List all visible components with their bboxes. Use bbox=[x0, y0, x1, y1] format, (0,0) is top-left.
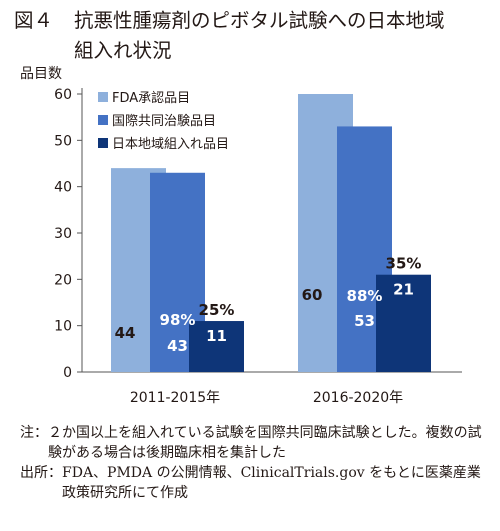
y-tick-label: 10 bbox=[54, 319, 72, 335]
data-label: 43 bbox=[167, 337, 188, 355]
y-tick-label: 60 bbox=[54, 87, 72, 103]
data-label-percent: 25% bbox=[199, 301, 235, 319]
data-label: 21 bbox=[393, 281, 414, 299]
source-label: 出所： bbox=[20, 465, 62, 481]
figure-title: 図４ 抗悪性腫瘍剤のピボタル試験への日本地域 組入れ状況 bbox=[14, 6, 490, 66]
y-tick-label: 30 bbox=[54, 226, 72, 242]
legend-swatch bbox=[98, 138, 108, 148]
data-label-percent: 88% bbox=[347, 287, 383, 305]
data-label: 44 bbox=[115, 324, 136, 342]
data-label: 53 bbox=[354, 312, 375, 330]
note: 注： ２か国以上を組入れている試験を国際共同臨床試験とした。複数の試験がある場合… bbox=[20, 423, 490, 463]
bar-3-1 bbox=[189, 321, 244, 372]
note-label: 注： bbox=[20, 425, 48, 441]
y-tick-label: 0 bbox=[63, 365, 72, 381]
y-tick-label: 40 bbox=[54, 180, 72, 196]
x-category-label: 2011-2015年 bbox=[130, 390, 220, 406]
data-label: 60 bbox=[302, 286, 323, 304]
data-label: 11 bbox=[206, 327, 227, 345]
note-text: ２か国以上を組入れている試験を国際共同臨床試験とした。複数の試験がある場合は後期… bbox=[48, 425, 482, 461]
legend-label: 国際共同治験品目 bbox=[112, 114, 216, 129]
y-tick-label: 20 bbox=[54, 272, 72, 288]
data-label-percent: 35% bbox=[386, 255, 422, 273]
legend-label: 日本地域組入れ品目 bbox=[112, 137, 229, 152]
x-category-label: 2016-2020年 bbox=[313, 390, 403, 406]
y-axis-title: 品目数 bbox=[20, 66, 62, 82]
source: 出所： FDA、PMDA の公開情報、ClinicalTrials.gov をも… bbox=[20, 463, 490, 503]
source-text: FDA、PMDA の公開情報、ClinicalTrials.gov をもとに医薬… bbox=[62, 465, 481, 501]
legend-box bbox=[94, 88, 258, 164]
legend-swatch bbox=[98, 115, 108, 125]
legend-label: FDA承認品目 bbox=[112, 90, 190, 106]
figure-title-line1: 抗悪性腫瘍剤のピボタル試験への日本地域 bbox=[74, 9, 445, 32]
bar-3-2 bbox=[376, 274, 431, 372]
data-label-percent: 98% bbox=[160, 311, 196, 329]
figure-number: 図４ bbox=[14, 9, 54, 32]
bar-chart: 品目数 0 10 20 30 40 50 60 44 60 98% 43 88% 53 25% 11 35% 21… bbox=[20, 66, 462, 406]
figure-title-line2: 組入れ状況 bbox=[74, 39, 172, 62]
legend-swatch bbox=[98, 92, 108, 102]
footnotes: 注： ２か国以上を組入れている試験を国際共同臨床試験とした。複数の試験がある場合… bbox=[20, 423, 490, 503]
y-tick-label: 50 bbox=[54, 133, 72, 149]
